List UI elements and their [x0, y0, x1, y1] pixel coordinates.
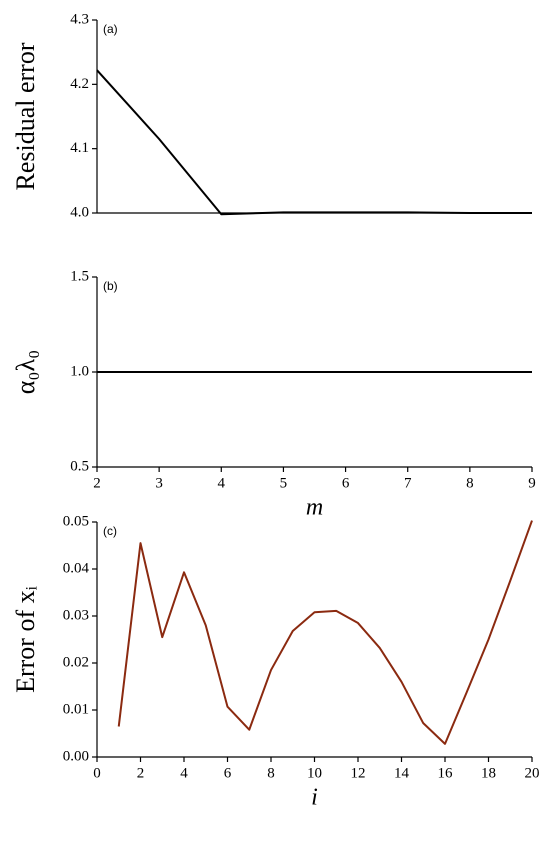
- x-tick-label: 6: [224, 765, 232, 781]
- y-tick-label: 4.1: [70, 140, 89, 156]
- y-tick-label: 0.5: [70, 458, 89, 474]
- x-tick-label: 16: [438, 765, 454, 781]
- data-line: [96, 69, 532, 216]
- x-axis-label: i: [311, 785, 318, 811]
- x-tick-label: 10: [307, 765, 322, 781]
- x-tick-label: 8: [466, 475, 474, 491]
- y-axis-label: Residual error: [11, 42, 40, 190]
- y-tick-label: 1.5: [70, 268, 89, 284]
- y-axis-label: Error of xᵢ: [11, 585, 40, 693]
- x-tick-label: 7: [404, 475, 412, 491]
- panel-label: (b): [103, 279, 118, 293]
- data-line: [117, 520, 533, 745]
- x-axis-label: m: [306, 495, 323, 521]
- x-tick-label: 3: [155, 475, 163, 491]
- x-tick-label: 2: [93, 475, 101, 491]
- x-tick-label: 4: [180, 765, 188, 781]
- y-tick-label: 0.01: [63, 701, 89, 717]
- y-tick-label: 0.00: [63, 748, 89, 764]
- y-axis-label: α₀λ₀: [11, 350, 40, 394]
- panel-label: (a): [103, 22, 118, 36]
- y-tick-label: 4.2: [70, 76, 89, 92]
- y-tick-label: 0.05: [63, 513, 89, 529]
- x-tick-label: 2: [137, 765, 145, 781]
- x-tick-label: 8: [267, 765, 275, 781]
- x-tick-label: 20: [525, 765, 540, 781]
- x-tick-label: 18: [481, 765, 496, 781]
- y-tick-label: 0.03: [63, 607, 89, 623]
- x-tick-label: 5: [280, 475, 288, 491]
- y-tick-label: 0.04: [63, 560, 90, 576]
- y-tick-label: 4.3: [70, 11, 89, 27]
- y-tick-label: 1.0: [70, 363, 89, 379]
- x-tick-label: 12: [351, 765, 366, 781]
- y-tick-label: 0.02: [63, 654, 89, 670]
- panel-label: (c): [103, 524, 117, 538]
- x-tick-label: 9: [528, 475, 536, 491]
- x-tick-label: 0: [93, 765, 101, 781]
- x-tick-label: 6: [342, 475, 350, 491]
- y-tick-label: 4.0: [70, 204, 89, 220]
- x-tick-label: 14: [394, 765, 410, 781]
- x-tick-label: 4: [218, 475, 226, 491]
